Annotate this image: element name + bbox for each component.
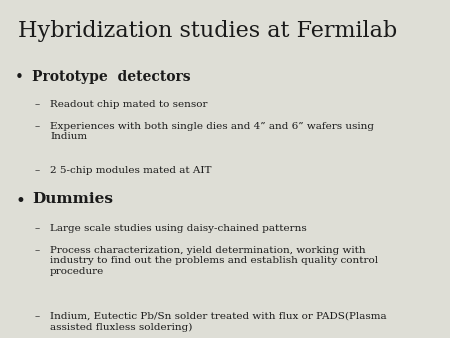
Text: Readout chip mated to sensor: Readout chip mated to sensor bbox=[50, 100, 207, 109]
Text: •: • bbox=[15, 70, 24, 85]
Text: –: – bbox=[35, 224, 40, 233]
Text: Hybridization studies at Fermilab: Hybridization studies at Fermilab bbox=[18, 20, 397, 42]
Text: 2 5-chip modules mated at AIT: 2 5-chip modules mated at AIT bbox=[50, 166, 212, 175]
Text: •: • bbox=[15, 192, 25, 210]
Text: Process characterization, yield determination, working with
industry to find out: Process characterization, yield determin… bbox=[50, 246, 378, 276]
Text: Experiences with both single dies and 4” and 6” wafers using
Indium: Experiences with both single dies and 4”… bbox=[50, 122, 374, 141]
Text: Prototype  detectors: Prototype detectors bbox=[32, 70, 191, 84]
Text: –: – bbox=[35, 166, 40, 175]
Text: Large scale studies using daisy-chained patterns: Large scale studies using daisy-chained … bbox=[50, 224, 307, 233]
Text: Dummies: Dummies bbox=[32, 192, 113, 206]
Text: –: – bbox=[35, 122, 40, 131]
Text: Indium, Eutectic Pb/Sn solder treated with flux or PADS(Plasma
assisted fluxless: Indium, Eutectic Pb/Sn solder treated wi… bbox=[50, 312, 387, 332]
Text: –: – bbox=[35, 312, 40, 321]
Text: –: – bbox=[35, 100, 40, 109]
Text: –: – bbox=[35, 246, 40, 255]
